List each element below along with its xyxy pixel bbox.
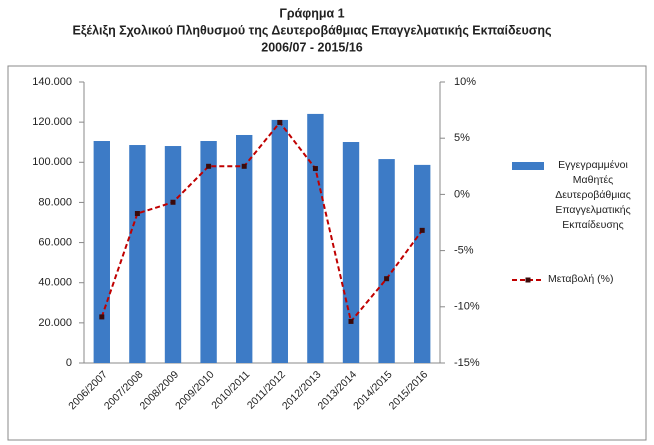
y2-tick-label: 5% bbox=[454, 132, 470, 144]
bar bbox=[271, 119, 288, 363]
marker bbox=[99, 314, 105, 320]
line bbox=[100, 120, 424, 324]
marker bbox=[134, 211, 140, 217]
y-tick-label: 0 bbox=[66, 357, 72, 369]
legend-label: Μεταβολή (%) bbox=[548, 273, 614, 285]
bar bbox=[200, 141, 217, 363]
y-tick-label: 60.000 bbox=[38, 236, 72, 248]
chart-title: 2006/07 - 2015/16 bbox=[261, 40, 363, 54]
bar bbox=[236, 134, 253, 363]
legend-label: Εγγεγραμμένοι Μαθητές Δευτεροβάθμιας Επα… bbox=[555, 159, 631, 231]
y-tick-label: 140.000 bbox=[32, 76, 72, 88]
bar bbox=[378, 159, 395, 363]
y-tick-label: 40.000 bbox=[38, 277, 72, 289]
marker bbox=[277, 119, 283, 125]
chart-title: Εξέλιξη Σχολικού Πληθυσμού της Δευτεροβά… bbox=[73, 23, 552, 37]
y2-tick-label: -10% bbox=[454, 301, 480, 313]
marker bbox=[348, 318, 354, 324]
y-tick-label: 120.000 bbox=[32, 116, 72, 128]
marker bbox=[241, 163, 247, 169]
marker bbox=[312, 166, 318, 172]
bar bbox=[342, 142, 360, 363]
chart-frame bbox=[7, 65, 647, 441]
bar bbox=[129, 145, 146, 363]
marker bbox=[419, 227, 425, 233]
marker bbox=[206, 163, 212, 169]
marker bbox=[384, 276, 390, 282]
y2-tick-label: -5% bbox=[454, 245, 474, 257]
y2-tick-label: -15% bbox=[454, 357, 480, 369]
y-tick-label: 80.000 bbox=[38, 196, 72, 208]
y2-tick-label: 10% bbox=[454, 76, 476, 88]
bar bbox=[164, 146, 182, 363]
y-tick-label: 20.000 bbox=[38, 317, 72, 329]
y2-tick-label: 0% bbox=[454, 188, 470, 200]
bar bbox=[93, 141, 110, 363]
bar bbox=[307, 113, 324, 363]
bar bbox=[414, 164, 431, 363]
marker bbox=[170, 199, 176, 205]
chart-title: Γράφημα 1 bbox=[279, 6, 344, 20]
legend-marker bbox=[525, 277, 531, 283]
y-tick-label: 100.000 bbox=[32, 156, 72, 168]
legend-swatch bbox=[512, 162, 544, 170]
